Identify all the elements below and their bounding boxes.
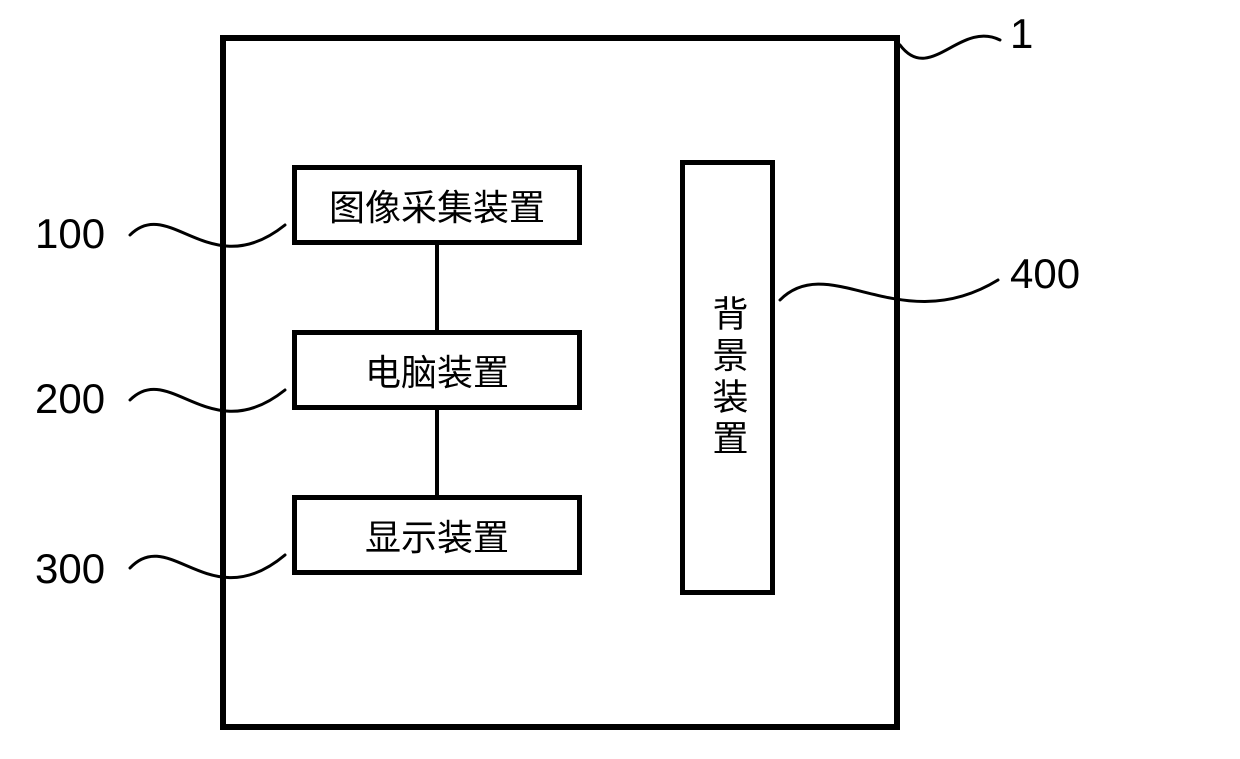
display-device-label: 显示装置: [365, 509, 509, 561]
reference-label-200: 200: [35, 375, 105, 423]
diagram-root: 图像采集装置 电脑装置 显示装置 背景装置 1 100 200 300 400: [0, 0, 1240, 759]
connector-imgacq-to-computer: [435, 245, 439, 330]
computer-device-label: 电脑装置: [365, 344, 509, 396]
image-acquisition-device-label: 图像采集装置: [329, 179, 545, 231]
reference-label-400: 400: [1010, 250, 1080, 298]
reference-label-300: 300: [35, 545, 105, 593]
display-device-box: 显示装置: [292, 495, 582, 575]
background-device-label: 背景装置: [702, 295, 754, 461]
computer-device-box: 电脑装置: [292, 330, 582, 410]
image-acquisition-device-box: 图像采集装置: [292, 165, 582, 245]
reference-label-100: 100: [35, 210, 105, 258]
reference-label-1: 1: [1010, 10, 1033, 58]
background-device-box: 背景装置: [680, 160, 775, 595]
connector-computer-to-display: [435, 410, 439, 495]
leader-lines: [0, 0, 1240, 759]
